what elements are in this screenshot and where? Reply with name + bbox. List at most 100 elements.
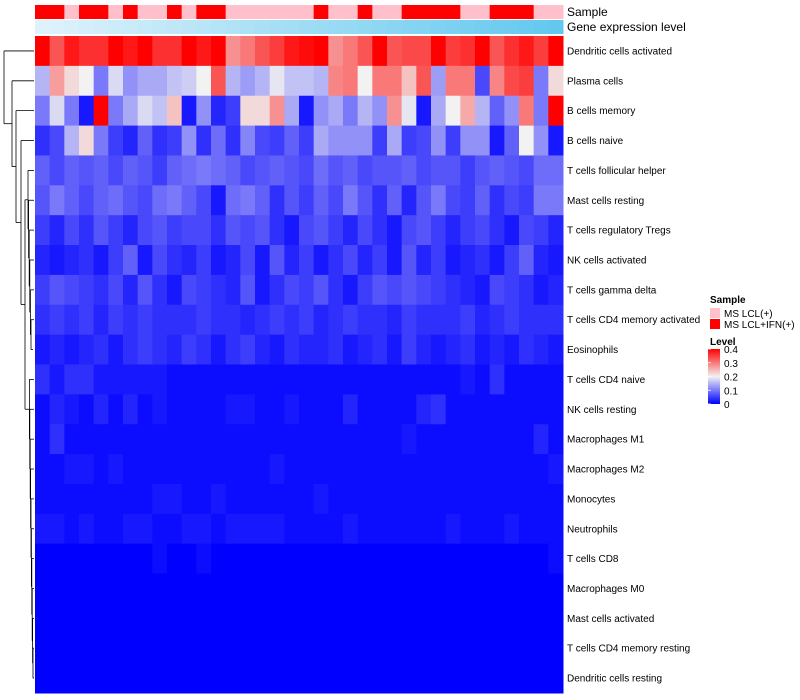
heatmap-cell xyxy=(255,245,271,276)
heatmap-cell xyxy=(533,663,549,694)
heatmap-cell xyxy=(35,125,51,156)
heatmap-cell xyxy=(35,663,51,694)
sample-cell xyxy=(313,5,329,19)
heatmap-cell xyxy=(533,603,549,634)
heatmap-cell xyxy=(137,215,153,246)
heatmap-cell xyxy=(401,424,417,455)
heatmap-cell xyxy=(519,573,535,604)
heatmap-cell xyxy=(225,543,241,575)
heatmap-cell xyxy=(108,394,124,425)
heatmap-cell xyxy=(416,65,432,97)
heatmap-cell xyxy=(49,603,65,634)
row-label: T cells CD4 naive xyxy=(567,375,646,386)
heatmap-cell xyxy=(49,334,65,365)
heatmap-cell xyxy=(64,65,80,97)
heatmap-cell xyxy=(255,483,271,515)
heatmap-cell xyxy=(49,573,65,604)
heatmap-cell xyxy=(445,394,461,425)
heatmap-cell xyxy=(93,364,109,395)
heatmap-cell xyxy=(79,543,95,575)
heatmap-cell xyxy=(181,424,197,455)
heatmap-cell xyxy=(79,36,95,67)
heatmap-cell xyxy=(93,245,109,276)
heatmap-cell xyxy=(167,573,183,604)
heatmap-cell xyxy=(49,36,65,67)
heatmap-cell xyxy=(445,663,461,694)
heatmap-cell xyxy=(123,543,139,575)
heatmap-cell xyxy=(225,663,241,694)
heatmap-cell xyxy=(548,633,564,664)
legend-tick-label: 0.4 xyxy=(724,345,738,356)
heatmap-cell xyxy=(181,36,197,67)
heatmap-cell xyxy=(167,483,183,515)
heatmap-cell xyxy=(401,663,417,694)
heatmap-cell xyxy=(108,125,124,156)
heatmap-cell xyxy=(137,603,153,634)
heatmap-cell xyxy=(431,633,447,664)
heatmap-cell xyxy=(137,36,153,67)
heatmap-cell xyxy=(343,274,359,306)
heatmap-cell xyxy=(64,454,80,485)
row-label: Mast cells activated xyxy=(567,614,654,625)
heatmap-cell xyxy=(357,364,373,395)
row-label: Eosinophils xyxy=(567,345,618,356)
heatmap-cell xyxy=(401,274,417,306)
heatmap-cell xyxy=(519,215,535,246)
heatmap-cell xyxy=(240,513,256,545)
heatmap-cell xyxy=(137,663,153,694)
heatmap-cell xyxy=(533,215,549,246)
heatmap-cell xyxy=(533,454,549,485)
heatmap-cell xyxy=(108,185,124,216)
heatmap-cell xyxy=(225,334,241,365)
heatmap-cell xyxy=(401,394,417,425)
heatmap-cell xyxy=(343,95,359,127)
heatmap-cell xyxy=(460,185,476,216)
heatmap-cell xyxy=(504,543,520,575)
heatmap-cell xyxy=(225,424,241,455)
heatmap-cell xyxy=(357,633,373,664)
heatmap-cell xyxy=(401,573,417,604)
heatmap-cell xyxy=(35,65,51,97)
gene-level-cell xyxy=(123,20,139,34)
heatmap-cell xyxy=(357,274,373,306)
heatmap-cell xyxy=(460,334,476,365)
sample-cell xyxy=(357,5,373,19)
heatmap-cell xyxy=(372,215,388,246)
heatmap-cell xyxy=(269,185,285,216)
heatmap-cell xyxy=(123,334,139,365)
heatmap-cell xyxy=(299,245,315,276)
heatmap-cell xyxy=(211,125,227,156)
heatmap-cell xyxy=(504,364,520,395)
heatmap-cell xyxy=(35,36,51,67)
heatmap-cell xyxy=(79,603,95,634)
gene-level-cell xyxy=(504,20,520,34)
heatmap-cell xyxy=(152,274,168,306)
heatmap-cell xyxy=(152,483,168,515)
heatmap-cell xyxy=(299,633,315,664)
heatmap-cell xyxy=(181,65,197,97)
heatmap-cell xyxy=(167,663,183,694)
heatmap-cell xyxy=(357,215,373,246)
heatmap-cell xyxy=(284,125,300,156)
heatmap-cell xyxy=(196,36,212,67)
sample-cell xyxy=(445,5,461,19)
heatmap-cell xyxy=(167,543,183,575)
heatmap-cell xyxy=(64,513,80,545)
heatmap-cell xyxy=(533,245,549,276)
heatmap-cell xyxy=(431,603,447,634)
heatmap-cell xyxy=(284,65,300,97)
heatmap-cell xyxy=(167,65,183,97)
heatmap-cell xyxy=(372,95,388,127)
heatmap-cell xyxy=(372,65,388,97)
heatmap-cell xyxy=(328,543,344,575)
heatmap-cell xyxy=(489,245,505,276)
heatmap-cell xyxy=(372,394,388,425)
heatmap-cell xyxy=(137,304,153,336)
heatmap-cell xyxy=(137,513,153,545)
heatmap-cell xyxy=(489,185,505,216)
heatmap-cell xyxy=(460,245,476,276)
heatmap-cell xyxy=(475,663,491,694)
heatmap-cell xyxy=(299,483,315,515)
heatmap-cell xyxy=(35,603,51,634)
heatmap-cell xyxy=(299,543,315,575)
